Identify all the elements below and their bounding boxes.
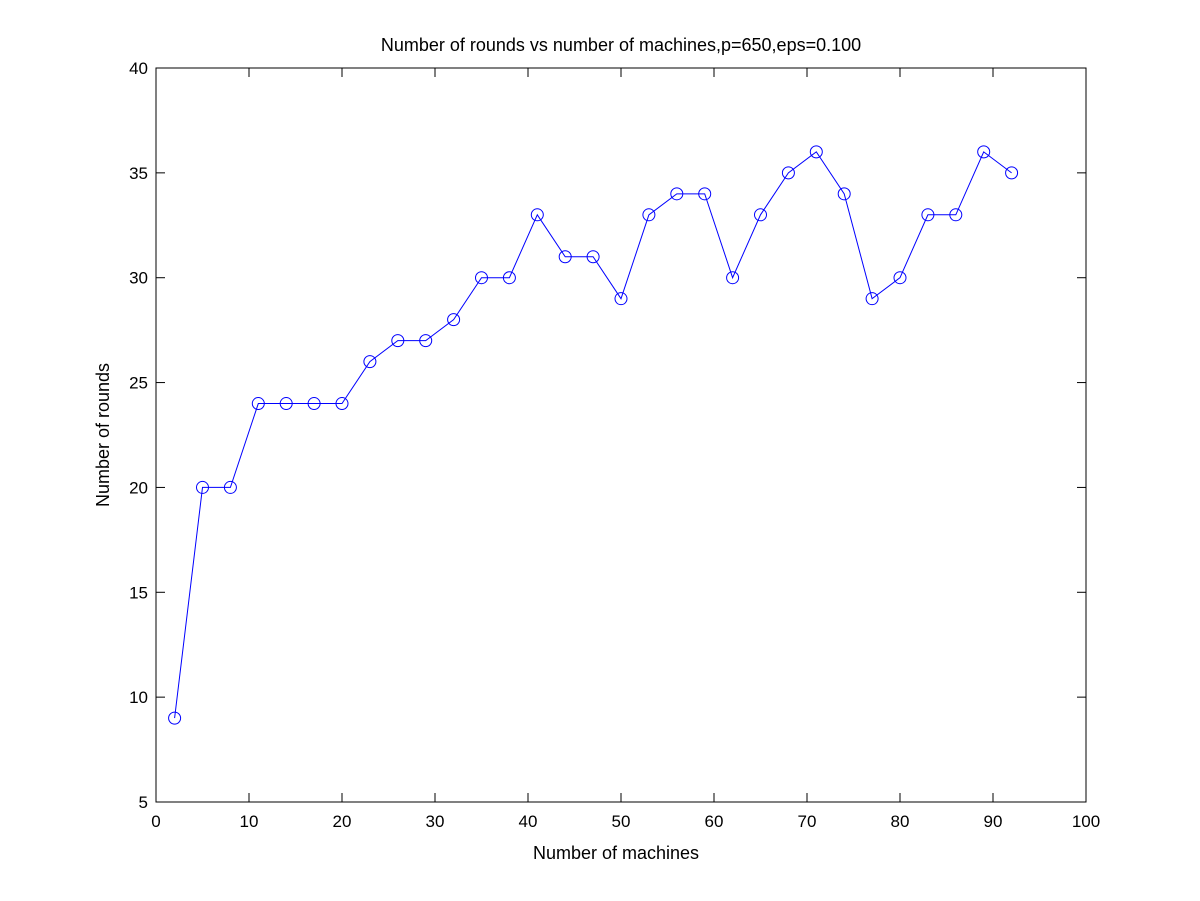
x-tick-label: 0	[151, 812, 160, 831]
y-axis-label: Number of rounds	[93, 363, 113, 507]
data-point	[893, 271, 907, 285]
x-tick-label: 20	[333, 812, 352, 831]
data-point	[502, 271, 516, 285]
data-point	[447, 313, 461, 327]
y-axis-ticks: 5 10 15 20 25 30 35 40	[129, 59, 1086, 812]
data-point	[530, 208, 544, 222]
x-tick-label: 70	[798, 812, 817, 831]
y-tick-label: 35	[129, 164, 148, 183]
x-tick-label: 40	[519, 812, 538, 831]
data-point	[307, 397, 321, 411]
y-tick-label: 5	[139, 793, 148, 812]
data-point	[558, 250, 572, 264]
data-point	[949, 208, 963, 222]
y-tick-label: 15	[129, 583, 148, 602]
data-point	[251, 397, 265, 411]
x-tick-label: 50	[612, 812, 631, 831]
data-point	[921, 208, 935, 222]
data-point	[223, 480, 237, 494]
data-point	[335, 397, 349, 411]
y-tick-label: 25	[129, 374, 148, 393]
plot-area	[155, 67, 1087, 803]
data-point	[586, 250, 600, 264]
data-point	[391, 334, 405, 348]
data-point	[475, 271, 488, 285]
data-point	[781, 166, 795, 180]
x-tick-label: 30	[426, 812, 445, 831]
data-point	[809, 145, 823, 159]
x-axis-ticks: 0 10 20 30 40 50 60 70 80 90 100	[151, 68, 1100, 831]
x-tick-label: 10	[240, 812, 259, 831]
series-layer	[168, 145, 1019, 725]
x-tick-label: 90	[984, 812, 1003, 831]
y-tick-label: 20	[129, 478, 148, 497]
data-point	[837, 187, 851, 201]
data-point	[279, 397, 293, 411]
data-point	[698, 187, 712, 201]
data-point	[168, 711, 182, 725]
series-line	[174, 151, 1012, 719]
data-point	[754, 208, 767, 222]
data-point	[1005, 166, 1019, 180]
data-point	[196, 480, 209, 494]
x-axis-label: Number of machines	[533, 843, 699, 863]
data-point	[419, 334, 433, 348]
chart-title: Number of rounds vs number of machines,p…	[381, 35, 861, 55]
data-point	[977, 145, 991, 159]
data-point	[726, 271, 740, 285]
x-tick-label: 60	[705, 812, 724, 831]
x-tick-label: 100	[1072, 812, 1100, 831]
data-point	[363, 355, 377, 369]
data-point	[670, 187, 684, 201]
data-point	[865, 292, 879, 306]
y-tick-label: 40	[129, 59, 148, 78]
x-tick-label: 80	[891, 812, 910, 831]
y-tick-label: 10	[129, 688, 148, 707]
data-point	[642, 208, 656, 222]
y-tick-label: 30	[129, 269, 148, 288]
data-point	[614, 292, 628, 306]
